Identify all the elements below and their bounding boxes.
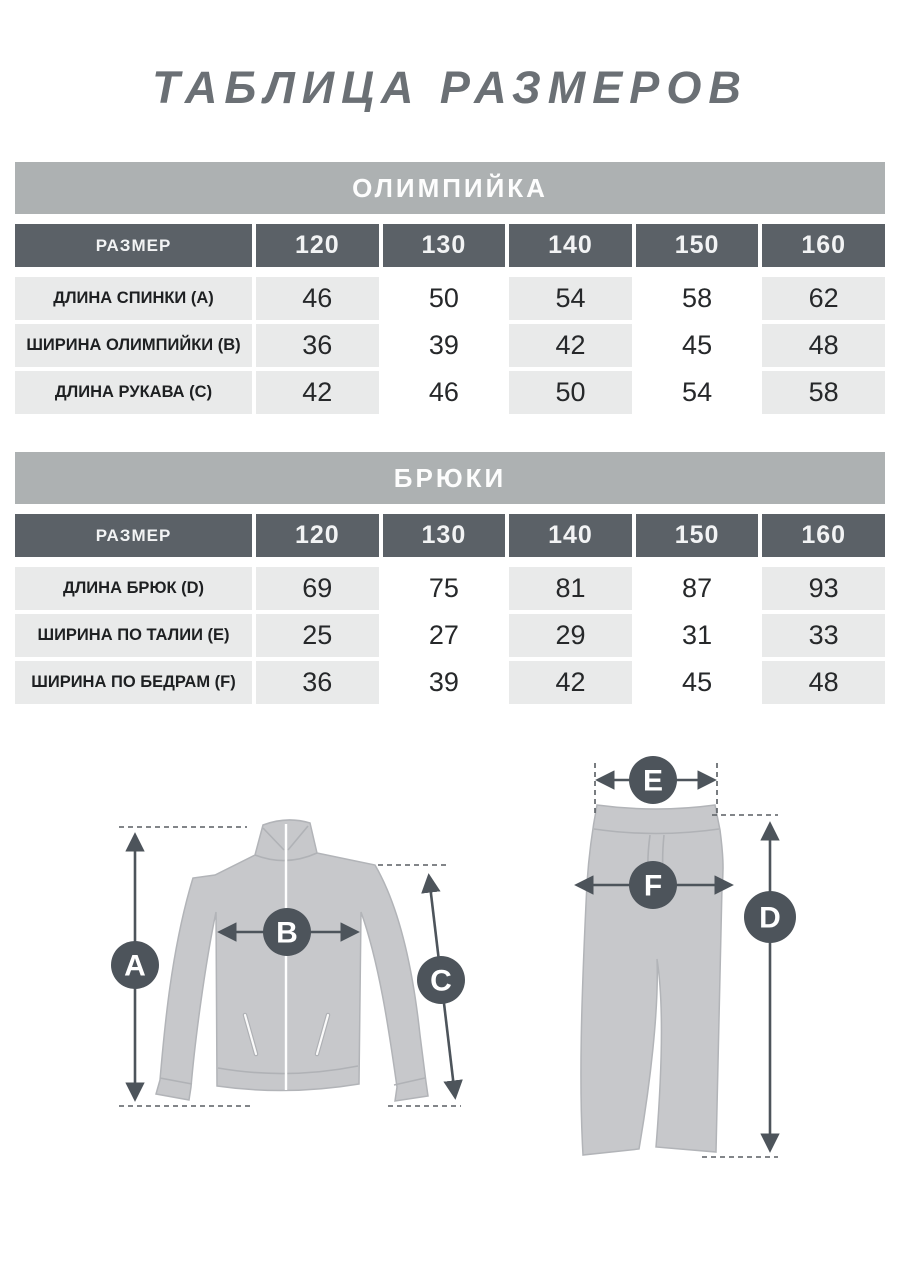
size-value-cell: 54 (635, 371, 759, 414)
measure-sleeve-length: C (378, 864, 465, 1100)
jacket-table-title: ОЛИМПИЙКА (15, 162, 885, 214)
size-value-cell: 48 (762, 324, 885, 367)
pants-table-header-row: РАЗМЕР 120 130 140 150 160 (15, 514, 885, 557)
size-column-header: 160 (762, 514, 885, 557)
pants-size-table: БРЮКИ РАЗМЕР 120 130 140 150 160 ДЛИНА Б… (15, 452, 885, 704)
size-column-header: 120 (256, 514, 379, 557)
page-title: ТАБЛИЦА РАЗМЕРОВ (152, 62, 748, 113)
size-value-cell: 42 (256, 371, 379, 414)
measure-hip-width: F (574, 861, 734, 909)
size-value-cell: 58 (762, 371, 885, 414)
table-row-back-length: ДЛИНА СПИНКИ (A) 46 50 54 58 62 (15, 277, 885, 320)
size-value-cell: 46 (382, 371, 506, 414)
size-header-label: РАЗМЕР (15, 514, 252, 557)
label-circle-b (263, 908, 311, 956)
size-value-cell: 87 (635, 567, 759, 610)
size-value-cell: 45 (635, 661, 759, 704)
size-value-cell: 93 (762, 567, 885, 610)
pants-table-title: БРЮКИ (15, 452, 885, 504)
table-row-waist-width: ШИРИНА ПО ТАЛИИ (E) 25 27 29 31 33 (15, 614, 885, 657)
label-circle-e (629, 756, 677, 804)
size-value-cell: 50 (509, 371, 632, 414)
measurement-diagram: A B C E F (0, 750, 900, 1200)
size-value-cell: 54 (509, 277, 632, 320)
size-value-cell: 33 (762, 614, 885, 657)
size-value-cell: 75 (382, 567, 506, 610)
size-value-cell: 48 (762, 661, 885, 704)
pants-diagram: E F D (574, 756, 796, 1158)
size-value-cell: 36 (256, 661, 379, 704)
size-column-header: 150 (635, 514, 759, 557)
row-label: ШИРИНА ПО ТАЛИИ (E) (15, 614, 252, 657)
label-circle-c (417, 956, 465, 1004)
table-row-hip-width: ШИРИНА ПО БЕДРАМ (F) 36 39 42 45 48 (15, 661, 885, 704)
size-column-header: 160 (762, 224, 885, 267)
size-column-header: 130 (382, 224, 506, 267)
size-value-cell: 69 (256, 567, 379, 610)
size-value-cell: 81 (509, 567, 632, 610)
size-value-cell: 29 (509, 614, 632, 657)
measure-letter-d: D (759, 902, 781, 935)
size-value-cell: 39 (382, 324, 506, 367)
size-value-cell: 27 (382, 614, 506, 657)
measure-letter-a: A (124, 950, 146, 983)
row-label: ДЛИНА БРЮК (D) (15, 567, 252, 610)
measure-back-length: A (111, 826, 461, 1107)
size-value-cell: 42 (509, 324, 632, 367)
jacket-table-header-row: РАЗМЕР 120 130 140 150 160 (15, 224, 885, 267)
row-label: ШИРИНА ОЛИМПИЙКИ (B) (15, 324, 252, 367)
row-label: ДЛИНА СПИНКИ (A) (15, 277, 252, 320)
measure-letter-b: B (276, 917, 298, 950)
label-circle-d (744, 891, 796, 943)
label-circle-f (629, 861, 677, 909)
size-column-header: 150 (635, 224, 759, 267)
jacket-pockets (243, 1013, 330, 1056)
row-label: ШИРИНА ПО БЕДРАМ (F) (15, 661, 252, 704)
size-column-header: 130 (382, 514, 506, 557)
size-column-header: 120 (256, 224, 379, 267)
jacket-size-table: ОЛИМПИЙКА РАЗМЕР 120 130 140 150 160 ДЛИ… (15, 162, 885, 414)
measure-letter-e: E (643, 765, 663, 798)
size-header-label: РАЗМЕР (15, 224, 252, 267)
pants-illustration (580, 804, 724, 1156)
table-row-pants-length: ДЛИНА БРЮК (D) 69 75 81 87 93 (15, 567, 885, 610)
measure-jacket-width: B (217, 908, 360, 956)
size-value-cell: 39 (382, 661, 506, 704)
measure-waist-width: E (594, 756, 718, 813)
measure-letter-f: F (644, 870, 662, 903)
size-value-cell: 36 (256, 324, 379, 367)
size-value-cell: 58 (635, 277, 759, 320)
size-value-cell: 45 (635, 324, 759, 367)
table-row-jacket-width: ШИРИНА ОЛИМПИЙКИ (B) 36 39 42 45 48 (15, 324, 885, 367)
size-value-cell: 25 (256, 614, 379, 657)
jacket-diagram: A B C (111, 819, 465, 1107)
size-column-header: 140 (509, 514, 632, 557)
row-label: ДЛИНА РУКАВА (C) (15, 371, 252, 414)
size-value-cell: 62 (762, 277, 885, 320)
size-value-cell: 42 (509, 661, 632, 704)
size-column-header: 140 (509, 224, 632, 267)
size-value-cell: 31 (635, 614, 759, 657)
size-value-cell: 46 (256, 277, 379, 320)
measure-letter-c: C (430, 965, 452, 998)
size-value-cell: 50 (382, 277, 506, 320)
jacket-illustration (155, 819, 429, 1102)
table-row-sleeve-length: ДЛИНА РУКАВА (C) 42 46 50 54 58 (15, 371, 885, 414)
label-circle-a (111, 941, 159, 989)
measure-pants-length: D (702, 814, 796, 1158)
